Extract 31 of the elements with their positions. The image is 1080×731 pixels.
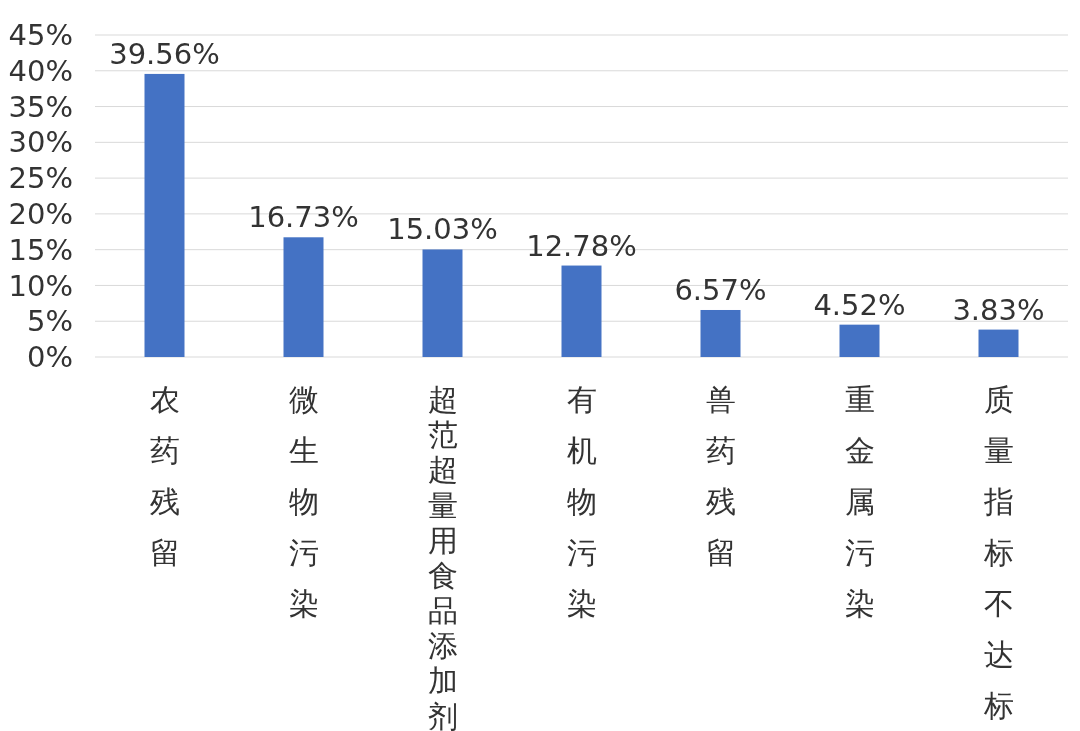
bar [561, 265, 602, 357]
y-tick-label: 40% [8, 53, 73, 88]
y-tick-label: 0% [26, 340, 73, 375]
y-tick-label: 45% [8, 18, 73, 53]
data-label: 39.56% [109, 36, 220, 71]
y-tick-label: 15% [8, 232, 73, 267]
bar [422, 249, 463, 357]
y-tick-label: 25% [8, 161, 73, 196]
y-tick-label: 35% [8, 89, 73, 124]
data-label: 16.73% [248, 200, 359, 235]
x-tick-label: 农药残留 [149, 382, 180, 570]
y-tick-label: 20% [8, 197, 73, 232]
bar [144, 73, 185, 357]
x-tick-label: 微生物污染 [288, 382, 319, 621]
bar [283, 237, 324, 357]
bar [700, 309, 741, 357]
bar [978, 329, 1019, 357]
x-tick-label: 兽药残留 [705, 382, 736, 570]
category-label: 超范超量用食品添加剂 [427, 382, 458, 731]
data-label: 6.57% [674, 272, 767, 307]
x-tick-label: 有机物污染 [566, 382, 597, 621]
y-tick-label: 5% [26, 304, 73, 339]
data-label: 12.78% [526, 228, 637, 263]
bar [839, 324, 880, 357]
data-label: 4.52% [813, 287, 906, 322]
x-tick-label: 重金属污染 [844, 382, 875, 621]
y-tick-label: 30% [8, 125, 73, 160]
data-label: 15.03% [387, 212, 498, 247]
data-label: 3.83% [952, 292, 1045, 327]
y-tick-label: 10% [8, 268, 73, 303]
x-tick-label: 质量指标不达标 [982, 382, 1014, 723]
